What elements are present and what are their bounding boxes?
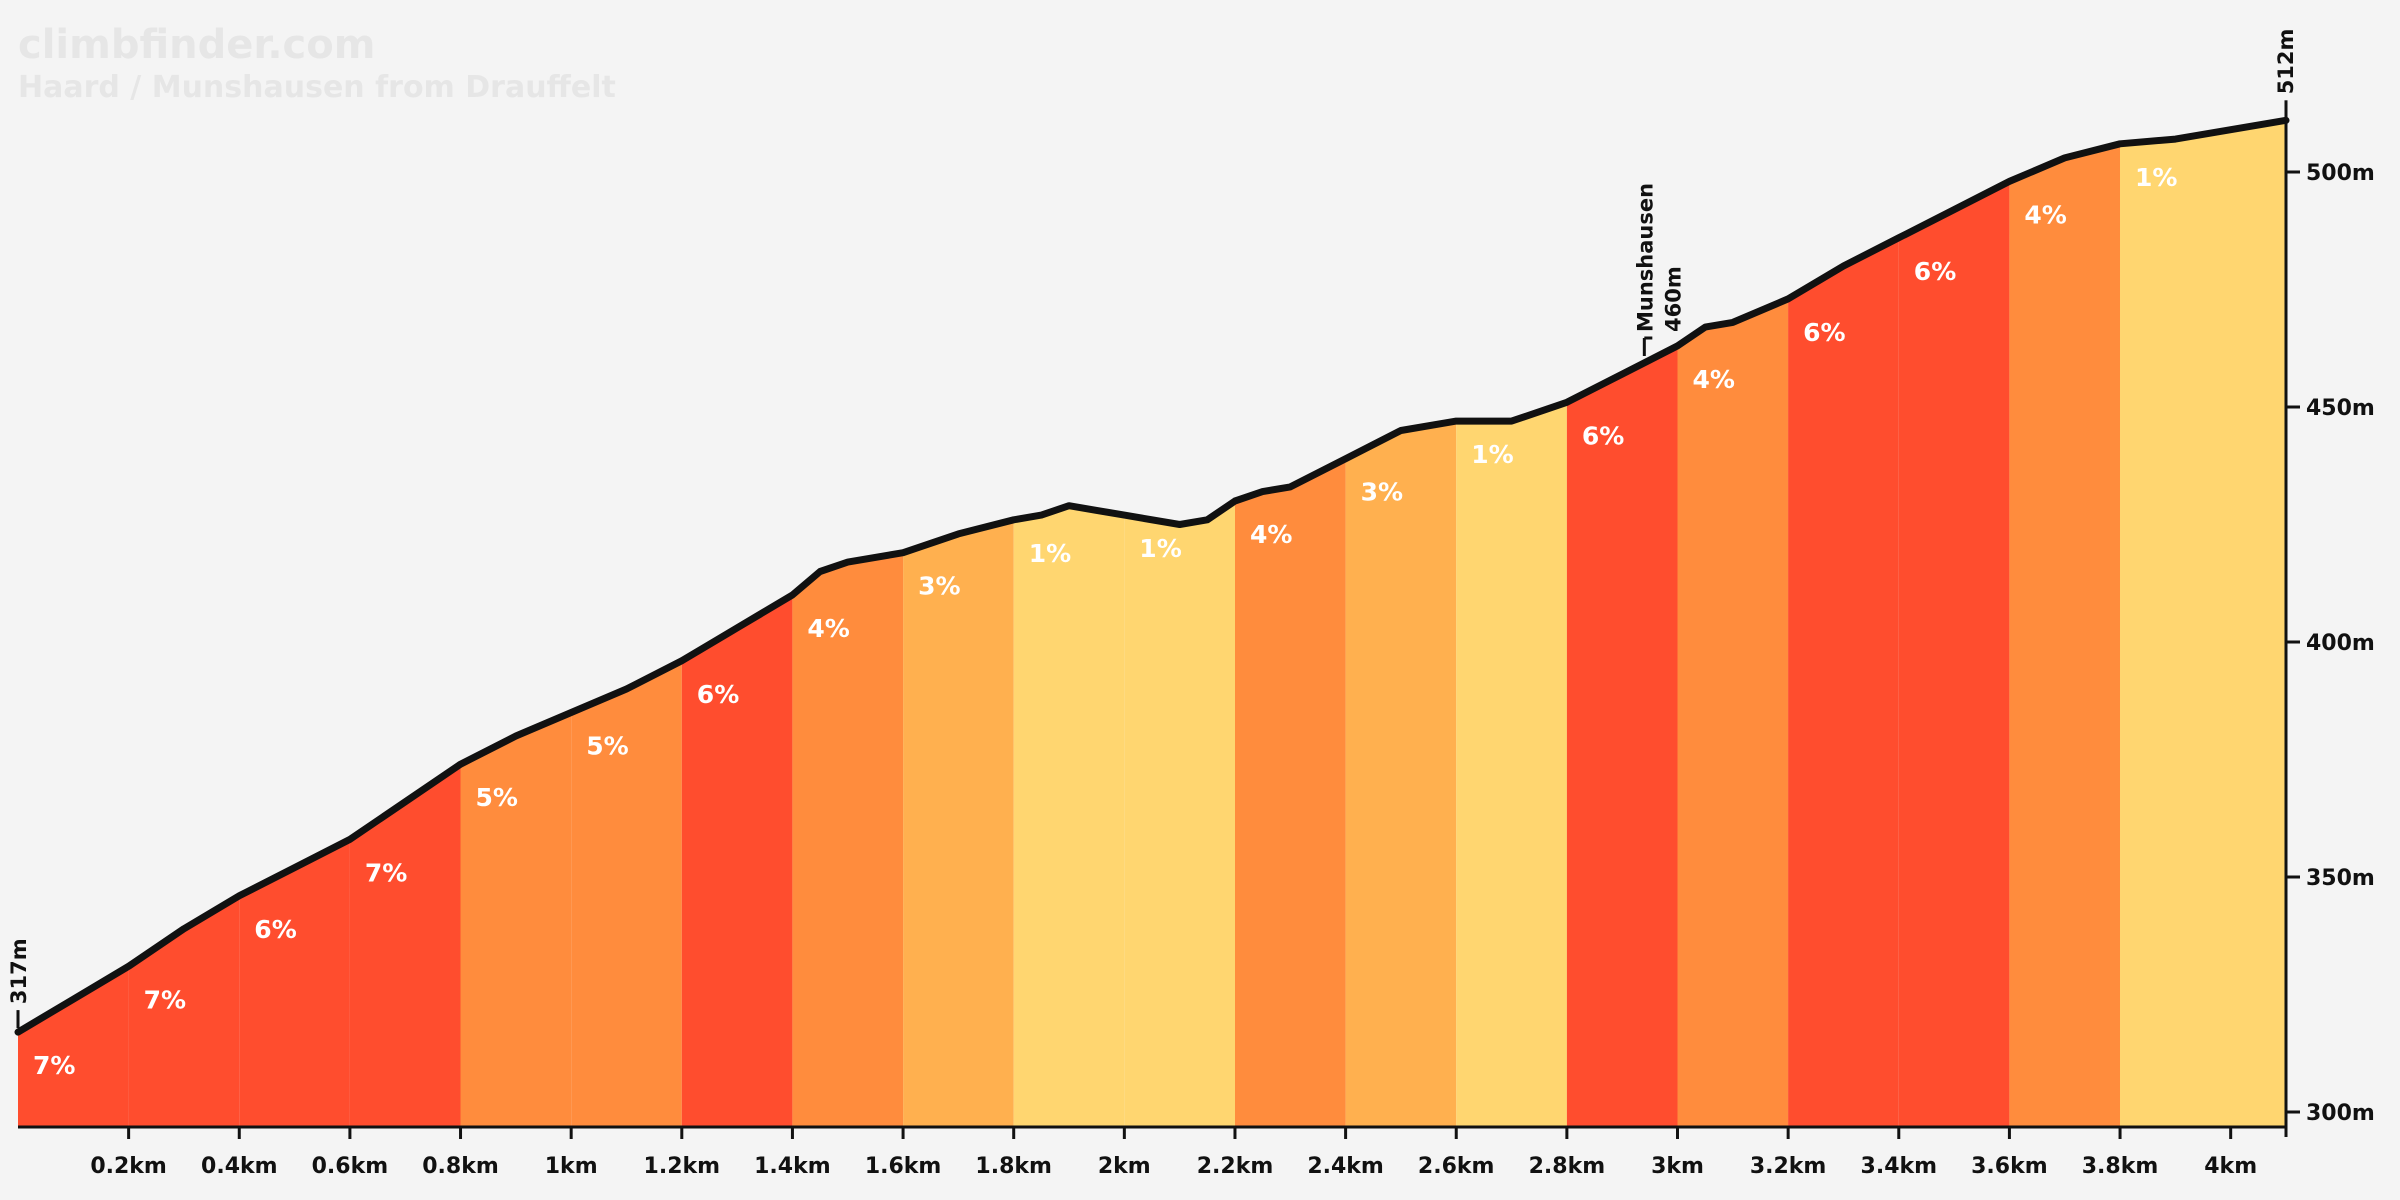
start-elevation-label: 317m: [7, 938, 31, 1004]
grade-label: 3%: [918, 572, 960, 601]
end-elevation-label: 512m: [2274, 29, 2298, 95]
x-tick-label: 1km: [545, 1154, 598, 1179]
y-tick-label: 300m: [2306, 1101, 2375, 1126]
watermark-subtitle: Haard / Munshausen from Drauffelt: [18, 70, 616, 105]
grade-segment: [1345, 421, 1457, 1128]
profile-line: [14, 116, 2290, 1036]
x-tick-label: 0.2km: [90, 1154, 167, 1179]
grade-label: 4%: [1250, 520, 1292, 549]
grade-segment: [2009, 143, 2120, 1128]
grade-label: 1%: [2135, 163, 2177, 192]
x-tick-label: 3.8km: [2082, 1154, 2159, 1179]
x-tick-label: 0.6km: [312, 1154, 389, 1179]
grade-labels: 7% 7% 6% 7% 5% 5% 6% 4% 3% 1% 1% 4% 3% 1% 6% 4% 6% 6% 4% 1%: [33, 163, 2177, 1080]
grade-segment: [349, 764, 461, 1127]
x-tick-label: 3.4km: [1861, 1154, 1938, 1179]
x-tick-label: 0.4km: [201, 1154, 278, 1179]
x-tick-label: 3.2km: [1750, 1154, 1827, 1179]
grade-segment: [1456, 402, 1567, 1127]
x-tick-label: 3km: [1651, 1154, 1704, 1179]
grade-segment: [239, 839, 350, 1127]
grade-label: 7%: [365, 858, 407, 887]
grade-segment: [1013, 505, 1125, 1127]
grade-segment: [1566, 345, 1678, 1127]
grade-segment: [1898, 181, 2010, 1127]
y-tick-label: 450m: [2306, 396, 2375, 421]
x-tick-label: 3.6km: [1971, 1154, 2048, 1179]
annotations: 317m 512m Munshausen 460m: [7, 29, 2298, 1029]
grade-label: 7%: [144, 985, 186, 1014]
x-tick-label: 2.4km: [1307, 1154, 1384, 1179]
grade-label: 1%: [1471, 440, 1513, 469]
x-tick-label: 0.8km: [422, 1154, 499, 1179]
grade-segment: [128, 895, 240, 1127]
grade-label: 5%: [586, 732, 628, 761]
grade-segment: [792, 552, 904, 1127]
x-tick-label: 2.2km: [1197, 1154, 1274, 1179]
grade-segments: [18, 120, 2286, 1128]
grade-label: 4%: [807, 614, 849, 643]
grade-segment: [1677, 298, 1789, 1127]
grade-segment: [571, 660, 682, 1127]
grade-segment: [903, 519, 1014, 1127]
poi-elevation-label: 460m: [1661, 266, 1685, 332]
grade-label: 6%: [1582, 421, 1624, 450]
grade-label: 7%: [33, 1051, 75, 1080]
grade-label: 1%: [1029, 539, 1071, 568]
x-tick-label: 1.4km: [754, 1154, 831, 1179]
grade-segment: [681, 595, 793, 1127]
axes: 0.2km 0.4km 0.6km 0.8km 1km 1.2km 1.4km 1.6km 1.…: [18, 115, 2375, 1179]
x-tick-label: 2.8km: [1529, 1154, 1606, 1179]
x-tick-label: 1.6km: [865, 1154, 942, 1179]
profile-line-layer: [14, 116, 2290, 1036]
grade-segment: [1235, 458, 1346, 1127]
grade-label: 6%: [697, 680, 739, 709]
y-tick-label: 500m: [2306, 161, 2375, 186]
x-tick-label: 2km: [1098, 1154, 1151, 1179]
grade-label: 1%: [1139, 534, 1181, 563]
grade-label: 4%: [1693, 365, 1735, 394]
grade-segment: [1124, 501, 1235, 1127]
grade-label: 5%: [476, 783, 518, 812]
grade-label: 6%: [1803, 318, 1845, 347]
y-tick-label: 350m: [2306, 866, 2375, 891]
grade-label: 6%: [254, 915, 296, 944]
grade-segment: [460, 712, 572, 1127]
grade-segment: [18, 966, 129, 1127]
grade-label: 4%: [2024, 200, 2066, 229]
x-tick-label: 2.6km: [1418, 1154, 1495, 1179]
watermark-site: climbfinder.com: [18, 22, 375, 68]
grade-segment: [2120, 120, 2286, 1128]
poi-name-label: Munshausen: [1633, 183, 1657, 332]
x-tick-label: 1.8km: [975, 1154, 1052, 1179]
y-tick-label: 400m: [2306, 631, 2375, 656]
x-tick-label: 1.2km: [644, 1154, 721, 1179]
grade-label: 6%: [1914, 257, 1956, 286]
x-tick-label: 4km: [2204, 1154, 2257, 1179]
grade-label: 3%: [1361, 478, 1403, 507]
grade-segment: [1788, 237, 1899, 1128]
